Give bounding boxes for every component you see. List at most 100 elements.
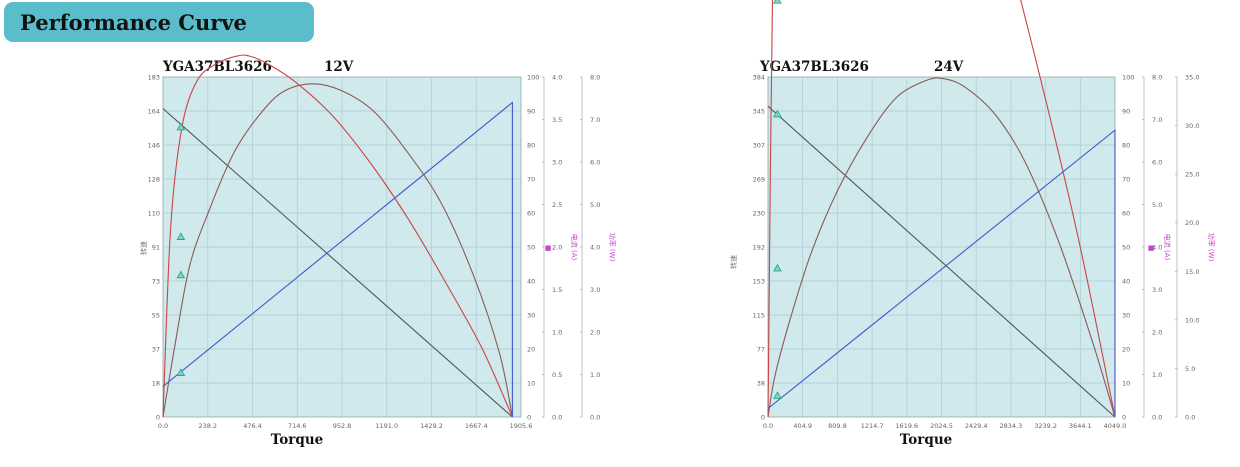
x-tick-label: 1191.0 (375, 422, 398, 430)
x-tick-label: 0.0 (158, 422, 168, 430)
y-left-tick-label: 0 (761, 414, 765, 422)
x-tick-label: 2024.5 (930, 422, 953, 430)
y-left-tick-label: 345 (753, 108, 765, 116)
y-power-tick-label: 4.0 (590, 244, 600, 252)
current-series-line (162, 101, 513, 417)
x-tick-label: 809.8 (828, 422, 847, 430)
y-efficiency-tick-label: 100 (1122, 74, 1134, 82)
legend-swatch-icon: ■ (545, 244, 552, 252)
x-tick-label: 2429.4 (965, 422, 988, 430)
y-axis-speed-label: 转速 (729, 255, 738, 269)
y-left-tick-label: 183 (148, 74, 160, 82)
x-tick-label: 238.2 (198, 422, 217, 430)
y-power-tick-label: 0.0 (1185, 414, 1195, 422)
y-power-tick-label: 30.0 (1185, 122, 1199, 130)
speed-series-line (162, 108, 513, 418)
y-left-tick-label: 164 (148, 108, 160, 116)
x-tick-label: 476.4 (243, 422, 262, 430)
y-efficiency-tick-label: 40 (1122, 278, 1130, 286)
y-current-tick-label: 2.5 (552, 201, 562, 209)
y-power-tick-label: 35.0 (1185, 74, 1199, 82)
y-efficiency-tick-label: 10 (1122, 380, 1130, 388)
chart-model-label: YGA37BL3626 (162, 59, 272, 75)
y-efficiency-tick-label: 70 (527, 176, 535, 184)
y-current-tick-label: 2.0 (552, 244, 562, 252)
y-power-tick-label: 15.0 (1185, 268, 1199, 276)
y-current-tick-label: 1.0 (552, 329, 562, 337)
x-axis-label: Torque (271, 432, 323, 448)
data-marker-triangle-icon (773, 391, 782, 399)
y-power-tick-label: 20.0 (1185, 219, 1199, 227)
y-left-tick-label: 0 (156, 414, 160, 422)
y-current-tick-label: 6.0 (1152, 159, 1162, 167)
x-tick-label: 952.8 (333, 422, 352, 430)
speed-series-line (767, 105, 1116, 418)
y-power-tick-label: 5.0 (1185, 365, 1195, 373)
y-efficiency-tick-label: 0 (527, 414, 531, 422)
y-current-tick-label: 2.0 (1152, 329, 1162, 337)
data-marker-triangle-icon (176, 122, 186, 131)
x-tick-label: 1619.6 (895, 422, 918, 430)
y-left-tick-label: 146 (148, 142, 160, 150)
y-current-tick-label: 1.5 (552, 286, 562, 294)
y-left-tick-label: 230 (753, 210, 765, 218)
plot-group (767, 76, 1116, 418)
x-tick-label: 1905.6 (510, 422, 533, 430)
y-current-tick-label: 3.5 (552, 116, 562, 124)
y-left-tick-label: 110 (148, 210, 160, 218)
y-current-tick-label: 5.0 (1152, 201, 1162, 209)
legend-swatch-icon: ■ (1148, 244, 1155, 252)
y-efficiency-tick-label: 60 (527, 210, 535, 218)
y-power-tick-label: 3.0 (590, 286, 600, 294)
y-power-tick-label: 0.0 (590, 414, 600, 422)
x-tick-label: 1667.4 (465, 422, 488, 430)
header-badge: Performance Curve (4, 2, 314, 42)
y-left-tick-label: 18 (152, 380, 160, 388)
power-series-line (767, 0, 1116, 418)
y-efficiency-tick-label: 20 (527, 346, 535, 354)
y-power-tick-label: 7.0 (590, 116, 600, 124)
chart-voltage-label: 12V (324, 59, 354, 75)
x-tick-label: 4049.0 (1104, 422, 1127, 430)
x-tick-label: 1214.7 (861, 422, 884, 430)
y-left-tick-label: 77 (757, 346, 765, 354)
efficiency-series-line (767, 77, 1116, 418)
y-current-tick-label: 3.0 (1152, 286, 1162, 294)
y-current-tick-label: 4.0 (552, 74, 562, 82)
y-efficiency-tick-label: 70 (1122, 176, 1130, 184)
y-efficiency-tick-label: 60 (1122, 210, 1130, 218)
y-axis-current-label: 电流 (A) (570, 234, 579, 261)
data-marker-triangle-icon (176, 270, 186, 279)
x-tick-label: 714.6 (288, 422, 307, 430)
data-marker-triangle-icon (176, 368, 186, 376)
y-efficiency-tick-label: 0 (1122, 414, 1126, 422)
chart-model-label: YGA37BL3626 (759, 59, 869, 75)
y-left-tick-label: 115 (753, 312, 765, 320)
y-efficiency-tick-label: 90 (527, 108, 535, 116)
plot-group (162, 76, 522, 418)
x-tick-label: 2834.3 (1000, 422, 1023, 430)
y-efficiency-tick-label: 50 (527, 244, 535, 252)
y-power-tick-label: 1.0 (590, 371, 600, 379)
y-power-tick-label: 5.0 (590, 201, 600, 209)
y-efficiency-tick-label: 100 (527, 74, 539, 82)
y-power-tick-label: 25.0 (1185, 171, 1199, 179)
y-efficiency-tick-label: 80 (527, 142, 535, 150)
data-marker-triangle-icon (773, 0, 782, 4)
y-axis-speed-label: 转速 (139, 241, 148, 255)
power-series-line (162, 54, 513, 418)
y-left-tick-label: 55 (152, 312, 160, 320)
y-left-tick-label: 73 (152, 278, 160, 286)
y-efficiency-tick-label: 20 (1122, 346, 1130, 354)
y-left-tick-label: 384 (753, 74, 765, 82)
y-power-tick-label: 2.0 (590, 329, 600, 337)
y-power-tick-label: 10.0 (1185, 316, 1199, 324)
y-current-tick-label: 0.0 (552, 414, 562, 422)
y-current-tick-label: 0.5 (552, 371, 562, 379)
x-tick-label: 404.9 (793, 422, 812, 430)
y-power-tick-label: 6.0 (590, 159, 600, 167)
y-current-tick-label: 3.0 (552, 159, 562, 167)
y-efficiency-tick-label: 90 (1122, 108, 1130, 116)
y-current-tick-label: 8.0 (1152, 74, 1162, 82)
y-efficiency-tick-label: 40 (527, 278, 535, 286)
